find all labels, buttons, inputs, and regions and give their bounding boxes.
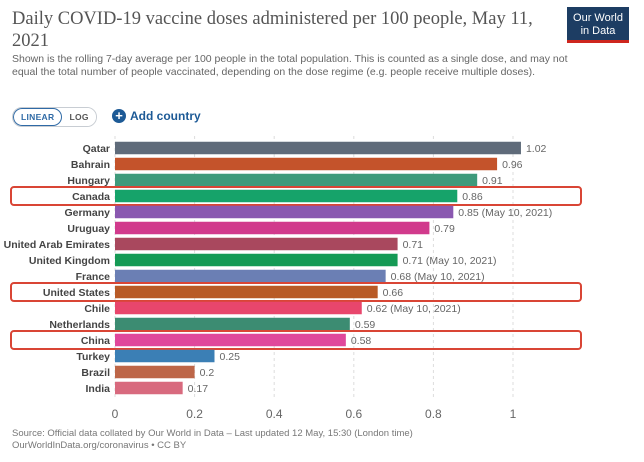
bar[interactable] <box>115 301 362 315</box>
bar-chart: 0 0.2 0.4 0.6 0.8 1 Qatar 1.02 Bahrain 0.96 Hungar… <box>4 136 582 421</box>
category-label: Bahrain <box>71 159 110 171</box>
bar[interactable] <box>115 221 430 235</box>
data-label: 0.62 (May 10, 2021) <box>367 303 461 315</box>
category-label: China <box>81 335 110 347</box>
source-line-2[interactable]: OurWorldInData.org/coronavirus • CC BY <box>12 440 187 451</box>
bar[interactable] <box>115 269 386 283</box>
category-label: Canada <box>72 191 110 203</box>
highlight-box <box>10 186 582 206</box>
data-label: 0.58 <box>351 335 372 347</box>
owid-logo[interactable]: Our World in Data <box>567 7 629 43</box>
highlight-box <box>10 282 582 302</box>
category-label: Chile <box>84 303 110 315</box>
source-line-1[interactable]: Source: Official data collated by Our Wo… <box>12 428 413 439</box>
logo-line-2: in Data <box>580 25 616 37</box>
add-country-button[interactable]: + Add country <box>112 107 201 125</box>
add-country-label: Add country <box>130 109 201 123</box>
bar[interactable] <box>115 333 346 347</box>
bar[interactable] <box>115 189 458 203</box>
plus-icon: + <box>112 109 126 123</box>
bar[interactable] <box>115 349 215 363</box>
data-label: 0.86 <box>462 191 483 203</box>
category-label: United Kingdom <box>29 255 110 267</box>
category-label: United States <box>43 287 110 299</box>
category-label: France <box>76 271 111 283</box>
data-label: 0.68 (May 10, 2021) <box>391 271 485 283</box>
bar[interactable] <box>115 365 195 379</box>
data-label: 0.91 <box>482 175 503 187</box>
bar[interactable] <box>115 205 454 219</box>
x-tick-label: 0.4 <box>266 407 283 421</box>
bar[interactable] <box>115 173 478 187</box>
logo-line-1: Our World <box>573 12 623 24</box>
category-label: Germany <box>64 207 110 219</box>
bar[interactable] <box>115 253 398 267</box>
linear-scale-button[interactable]: LINEAR <box>13 108 63 126</box>
category-label: Uruguay <box>67 223 110 235</box>
scale-toggle: LINEAR LOG <box>12 107 97 127</box>
data-label: 0.17 <box>188 383 209 395</box>
bar[interactable] <box>115 317 350 331</box>
bar[interactable] <box>115 381 183 395</box>
data-label: 0.2 <box>200 367 215 379</box>
bar[interactable] <box>115 157 498 171</box>
log-scale-button[interactable]: LOG <box>62 108 96 126</box>
category-label: Brazil <box>81 367 110 379</box>
category-label: United Arab Emirates <box>4 239 111 251</box>
x-tick-label: 1 <box>510 407 517 421</box>
x-tick-label: 0 <box>112 407 119 421</box>
category-label: Netherlands <box>49 319 110 331</box>
bar[interactable] <box>115 237 398 251</box>
data-label: 0.85 (May 10, 2021) <box>458 207 552 219</box>
data-label: 0.96 <box>502 159 523 171</box>
category-label: Qatar <box>83 143 110 155</box>
chart-title: Daily COVID-19 vaccine doses administere… <box>12 9 533 51</box>
data-label: 0.25 <box>220 351 241 363</box>
category-label: Turkey <box>76 351 110 363</box>
category-label: Hungary <box>67 175 110 187</box>
x-tick-label: 0.6 <box>345 407 362 421</box>
bar[interactable] <box>115 285 378 299</box>
data-label: 0.71 (May 10, 2021) <box>403 255 497 267</box>
category-label: India <box>85 383 110 395</box>
chart-subtitle: Shown is the rolling 7-day average per 1… <box>12 53 568 78</box>
data-label: 0.71 <box>403 239 424 251</box>
x-tick-label: 0.2 <box>186 407 203 421</box>
source-note: Source: Official data collated by Our Wo… <box>12 428 612 452</box>
highlight-box <box>10 330 582 350</box>
bar[interactable] <box>115 141 521 155</box>
data-label: 0.59 <box>355 319 376 331</box>
data-label: 0.66 <box>383 287 404 299</box>
data-label: 0.79 <box>434 223 455 235</box>
x-tick-label: 0.8 <box>425 407 442 421</box>
data-label: 1.02 <box>526 143 547 155</box>
